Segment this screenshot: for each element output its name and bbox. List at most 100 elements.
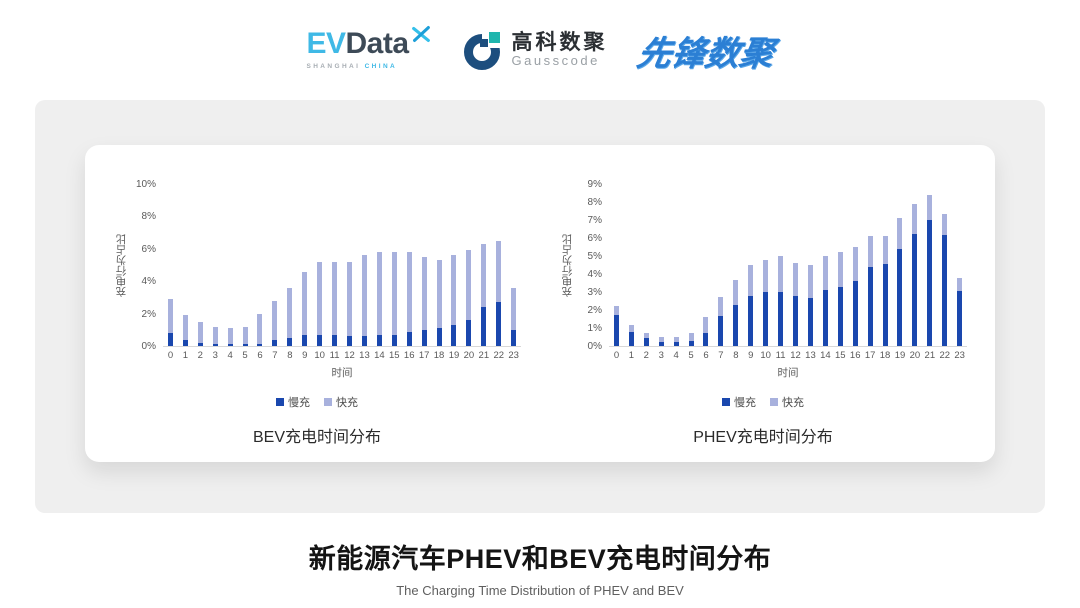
x-axis-title: 时间 <box>331 367 353 379</box>
fast-segment <box>658 337 664 342</box>
fast-segment <box>361 255 367 337</box>
x-tick-label: 22 <box>493 350 505 361</box>
gausscode-en-text: Gausscode <box>511 53 600 69</box>
fast-segment <box>182 315 188 341</box>
bar-hour-7 <box>718 297 724 346</box>
fast-segment <box>807 265 813 299</box>
bar-cell <box>758 259 773 346</box>
x-tick-label: 0 <box>613 350 620 361</box>
bar-cell <box>952 277 967 346</box>
bar-cell <box>728 280 743 346</box>
slow-segment <box>807 298 813 346</box>
bar-cell <box>312 261 327 346</box>
x-tick-label: 4 <box>227 350 233 361</box>
fast-segment <box>391 252 397 335</box>
slow-segment <box>793 295 799 346</box>
x-tick-label: 14 <box>374 350 385 361</box>
slow-segment <box>332 334 338 346</box>
x-tick-label: 9 <box>302 350 308 361</box>
fast-segment <box>628 325 634 332</box>
bar-hour-8 <box>733 280 739 346</box>
bar-hour-6 <box>703 317 709 346</box>
evdata-logo: EV Data SHANGHAI CHINA <box>306 26 431 71</box>
bar-hour-14 <box>376 252 382 346</box>
x-tick-label: 21 <box>924 350 936 361</box>
x-tick-label: 16 <box>849 350 861 361</box>
fast-segment <box>272 300 278 341</box>
x-tick-label: 19 <box>448 350 460 361</box>
bar-hour-23 <box>957 277 963 346</box>
slow-segment <box>613 314 619 346</box>
evdata-shanghai-text: SHANGHAI <box>306 63 361 71</box>
fast-segment <box>912 203 918 235</box>
bar-hour-6 <box>257 313 263 346</box>
bar-hour-7 <box>272 300 278 346</box>
bar-hour-22 <box>496 240 502 346</box>
fast-segment <box>511 287 517 330</box>
bar-hour-19 <box>451 255 457 346</box>
fast-segment <box>212 326 218 345</box>
bar-cell <box>818 256 833 346</box>
evdata-data-text: Data <box>345 27 410 61</box>
x-tick-label: 1 <box>182 350 189 361</box>
slow-segment <box>927 220 933 346</box>
slow-segment <box>673 341 679 346</box>
fast-segment <box>421 256 427 330</box>
bar-cell <box>223 328 238 346</box>
y-tick-label: 2% <box>141 308 156 320</box>
x-tick-label: 23 <box>954 350 965 361</box>
y-axis-label: 充电行为占比 <box>115 234 128 298</box>
bar-cell <box>743 265 758 346</box>
fast-segment <box>688 333 694 341</box>
x-tick-label: 12 <box>344 350 355 361</box>
fast-segment <box>927 194 933 220</box>
x-tick-label: 23 <box>508 350 519 361</box>
fast-segment <box>376 252 382 336</box>
bar-hour-20 <box>912 203 918 346</box>
y-axis-ticks: 0% 2% 4% 6% 8% 10% <box>129 179 163 352</box>
y-tick-label: 3% <box>587 287 602 298</box>
slow-segment <box>957 291 963 346</box>
evdata-x-icon <box>411 26 430 43</box>
fast-segment <box>242 326 248 345</box>
fast-segment <box>643 332 649 338</box>
fast-segment <box>317 261 323 336</box>
slow-segment <box>287 337 293 346</box>
slow-segment <box>511 329 517 346</box>
fast-segment <box>957 277 963 292</box>
bar-cell <box>476 243 491 346</box>
x-tick-label: 2 <box>197 350 203 361</box>
bar-hour-1 <box>182 315 188 346</box>
slow-segment <box>942 235 948 346</box>
bar-hour-21 <box>481 243 487 346</box>
x-tick-label: 6 <box>257 350 263 361</box>
slow-legend-swatch <box>722 398 730 406</box>
y-tick-label: 9% <box>587 179 602 190</box>
bar-cell <box>848 247 863 346</box>
slow-segment <box>451 324 457 346</box>
fast-segment <box>451 255 457 325</box>
bev-chart: 充电行为占比 0% 2% 4% 6% 8% 10% 0 1 2 3 4 5 6 7 8 9 10 11 12 13 1… <box>113 179 521 462</box>
fast-segment <box>763 259 769 292</box>
bar-cell <box>699 317 714 346</box>
gausscode-cn-text: 高科数聚 <box>511 31 608 55</box>
bar-hour-11 <box>778 256 784 346</box>
slow-segment <box>391 334 397 346</box>
bar-cell <box>654 337 669 346</box>
y-axis-ticks: 0% 1% 2% 3% 4% 5% 6% 7% 8% 9% <box>575 179 609 352</box>
x-tick-label: 9 <box>748 350 754 361</box>
gausscode-logo: 高科数聚 Gausscode <box>462 29 608 71</box>
bar-hour-10 <box>317 261 323 346</box>
bar-cell <box>447 255 462 346</box>
x-tick-label: 13 <box>359 350 370 361</box>
x-tick-label: 20 <box>909 350 921 361</box>
y-tick-label: 6% <box>587 233 602 244</box>
plot-area <box>163 185 521 347</box>
y-tick-label: 4% <box>141 276 156 288</box>
slow-segment <box>436 328 442 346</box>
legend: 慢充 快充 <box>559 394 967 410</box>
bar-cell <box>297 271 312 346</box>
fast-segment <box>406 252 412 333</box>
slow-segment <box>837 286 843 346</box>
x-tick-label: 20 <box>463 350 475 361</box>
